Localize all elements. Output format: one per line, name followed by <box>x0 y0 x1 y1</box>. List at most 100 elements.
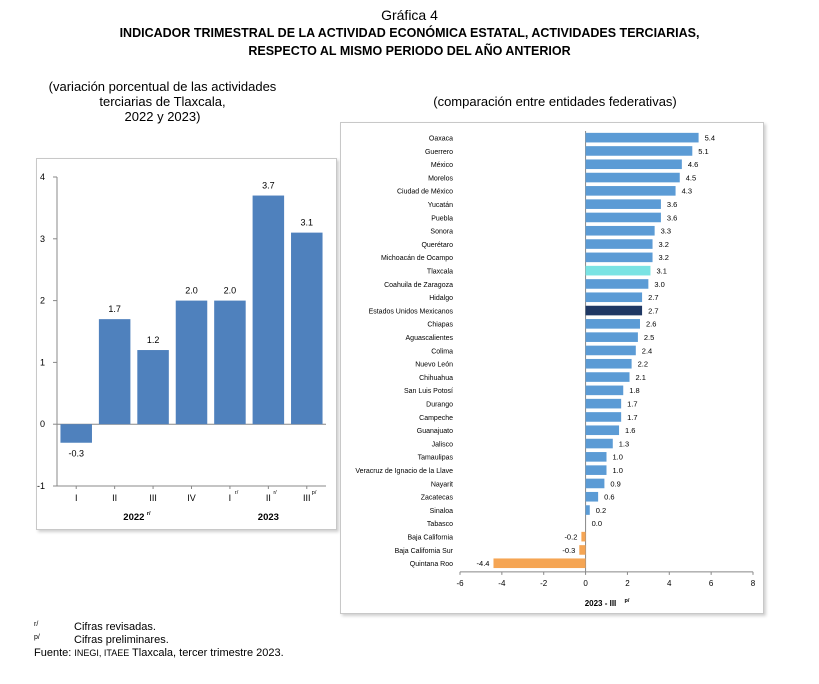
bar-17 <box>585 358 632 369</box>
x-tick-label: I <box>229 493 232 503</box>
x-tick-mark: r/ <box>235 490 239 496</box>
bar-9 <box>585 252 653 263</box>
x-tick-label: 2 <box>625 579 630 588</box>
bar-26 <box>585 478 605 489</box>
bar-1 <box>98 319 131 425</box>
data-label: -0.2 <box>564 532 577 541</box>
category-label: Chihuahua <box>419 375 453 382</box>
x-tick-label: 4 <box>667 579 672 588</box>
data-label: 2.6 <box>646 320 656 329</box>
bar-20 <box>585 398 622 409</box>
bar-4 <box>585 186 676 196</box>
left-subtitle-line2: terciarias de Tlaxcala, <box>99 94 226 109</box>
data-label: 2.7 <box>648 293 658 302</box>
data-label: -4.4 <box>477 559 490 568</box>
category-label: Colima <box>431 348 453 355</box>
data-label: 3.6 <box>667 200 677 209</box>
data-label: 3.0 <box>654 280 664 289</box>
bar-21 <box>585 412 622 422</box>
bar-31 <box>579 545 586 555</box>
y-tick-label: 2 <box>40 296 45 306</box>
bar-5 <box>252 195 285 425</box>
data-label: 3.6 <box>667 213 677 222</box>
data-label: 2.0 <box>224 286 237 296</box>
x-tick-label: III <box>303 493 311 503</box>
bar-27 <box>585 491 599 502</box>
bar-3 <box>585 172 680 183</box>
data-label: 4.6 <box>688 160 698 169</box>
source-note: Fuente: INEGI, ITAEE Tlaxcala, tercer tr… <box>34 647 284 659</box>
category-label: Ciudad de México <box>397 189 453 196</box>
data-label: 1.3 <box>619 439 629 448</box>
data-label: 2.1 <box>636 373 646 382</box>
y-tick-label: 3 <box>40 234 45 244</box>
bar-32 <box>493 558 586 569</box>
category-label: San Luis Potosí <box>404 388 453 395</box>
bar-23 <box>585 438 613 449</box>
category-label: Durango <box>426 401 453 408</box>
category-label: Yucatán <box>428 202 453 209</box>
x-tick-label: 0 <box>583 579 588 588</box>
bar-11 <box>585 279 649 289</box>
bar-19 <box>585 385 624 396</box>
x-tick-label: -6 <box>456 579 464 588</box>
data-label: 1.7 <box>627 399 637 408</box>
x-axis-title: 2023 - III <box>585 599 617 608</box>
x-tick-label: I <box>75 493 78 503</box>
bar-25 <box>585 465 607 475</box>
bar-18 <box>585 372 630 382</box>
chart-heading-line1: INDICADOR TRIMESTRAL DE LA ACTIVIDAD ECO… <box>119 26 700 40</box>
category-label: Baja California <box>407 534 453 541</box>
bar-22 <box>585 425 620 436</box>
data-label: 1.2 <box>147 335 160 345</box>
category-label: Querétaro <box>421 242 453 249</box>
category-label: Tabasco <box>427 521 453 528</box>
note-revised-text: Cifras revisadas. <box>74 621 156 633</box>
bar-4 <box>214 300 246 425</box>
x-tick-label: 8 <box>751 579 756 588</box>
bar-12 <box>585 292 643 303</box>
data-label: 3.2 <box>659 240 669 249</box>
left-chart-subtitle: (variación porcentual de las actividades… <box>40 79 285 124</box>
group-label: 2022 <box>123 512 144 523</box>
bar-1 <box>585 146 693 156</box>
data-label: 2.0 <box>185 286 198 296</box>
bar-28 <box>585 505 590 515</box>
note-preliminary-mark: p/ <box>34 634 40 641</box>
bar-6 <box>585 212 661 223</box>
source-rest: Tlaxcala, tercer trimestre 2023. <box>129 647 284 659</box>
source-prefix: Fuente: <box>34 647 75 659</box>
states-chart-svg: Oaxaca 5.4 Guerrero 5.1 México 4.6 Morelos 4.5 C… <box>355 131 756 608</box>
bar-30 <box>581 531 586 542</box>
data-label: 2.7 <box>648 306 658 315</box>
data-label: 0.0 <box>592 519 602 528</box>
data-label: 1.7 <box>627 413 637 422</box>
category-label: Hidalgo <box>429 295 453 302</box>
x-tick-label: III <box>149 493 157 503</box>
bar-14 <box>585 319 640 329</box>
data-label: 1.6 <box>625 426 635 435</box>
category-label: Jalisco <box>432 441 454 448</box>
data-label: 2.2 <box>638 360 648 369</box>
bar-15 <box>585 332 638 342</box>
left-subtitle-line3: 2022 y 2023) <box>124 109 201 124</box>
y-tick-label: 1 <box>40 357 45 367</box>
category-label: Baja California Sur <box>395 548 454 555</box>
bar-10 <box>585 265 651 276</box>
category-label: Sonora <box>430 229 453 236</box>
data-label: 0.2 <box>596 506 606 515</box>
x-tick-mark: r/ <box>273 490 277 496</box>
category-label: Chiapas <box>427 322 453 329</box>
y-tick-label: 4 <box>40 172 45 182</box>
category-label: Zacatecas <box>421 495 454 502</box>
group-label: 2023 <box>258 512 279 523</box>
chart-number-title: Gráfica 4 <box>381 7 438 23</box>
bar-0 <box>585 132 699 143</box>
y-tick-label: -1 <box>37 481 45 491</box>
x-tick-label: -2 <box>540 579 548 588</box>
category-label: Coahuila de Zaragoza <box>384 282 453 289</box>
category-label: Nayarit <box>431 481 453 488</box>
data-label: 3.3 <box>661 227 671 236</box>
